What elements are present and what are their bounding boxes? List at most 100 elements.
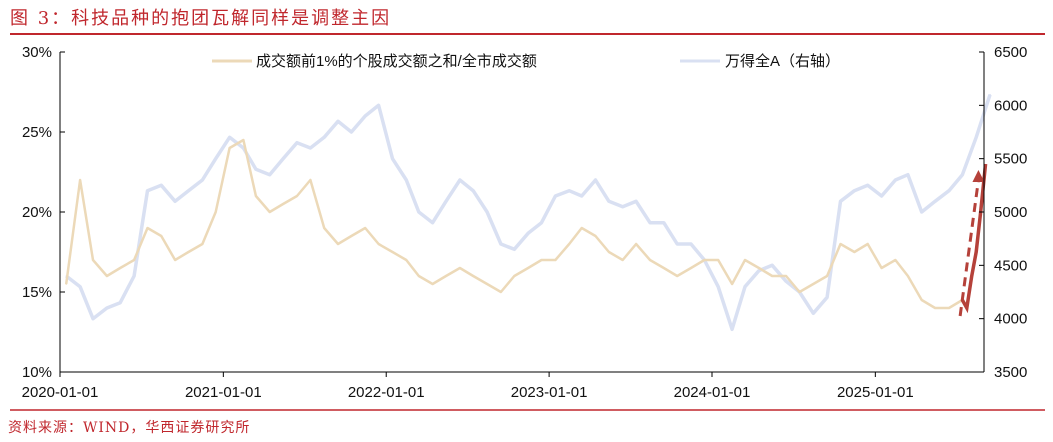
pct-line-point: [608, 251, 610, 253]
highlight-line: [960, 163, 988, 314]
x-tick-label: 2024-01-01: [674, 384, 751, 401]
pct-line-point: [79, 179, 81, 181]
index-line-point: [472, 189, 475, 192]
index-line-point: [282, 157, 284, 160]
index-line-point: [214, 157, 217, 160]
annotation-arrow-dashed: [958, 179, 980, 317]
pct-line-point: [472, 275, 475, 277]
index-line-point: [580, 195, 583, 197]
index-line-point: [296, 141, 298, 144]
y-left-tick-label: 10%: [22, 364, 52, 381]
pct-line-point: [527, 267, 529, 269]
index-line-point: [676, 243, 678, 245]
pct-line-point: [934, 307, 936, 309]
pct-line-point: [391, 251, 394, 253]
y-right-tick-label: 4500: [994, 257, 1027, 274]
index-line-point: [785, 280, 787, 283]
index-line-point: [948, 189, 950, 192]
pct-line-point: [568, 243, 570, 245]
y-left-tick-label: 20%: [22, 204, 52, 221]
index-line-point: [527, 232, 529, 235]
pct-line-point: [948, 307, 950, 309]
index-line-point: [554, 195, 557, 197]
pct-line-point: [350, 235, 353, 237]
index-line-point: [907, 173, 909, 176]
index-line-point: [608, 200, 610, 203]
index-line-point: [771, 264, 774, 267]
pct-line-point: [418, 275, 420, 277]
pct-line-point: [268, 211, 271, 213]
pct-line-point: [119, 267, 122, 269]
index-line-point: [268, 173, 271, 176]
index-line-point: [649, 221, 651, 224]
index-line-point: [920, 211, 923, 213]
y-left-tick-label: 30%: [22, 44, 52, 61]
index-line-point: [377, 104, 380, 107]
index-line-point: [391, 157, 394, 160]
pct-line-point: [214, 211, 217, 213]
y-right-tick-label: 3500: [994, 364, 1027, 381]
pct-line-point: [826, 275, 828, 277]
index-line-point: [513, 248, 516, 251]
index-line-point: [79, 285, 81, 288]
index-line-point: [133, 275, 135, 277]
index-line-point: [350, 131, 353, 133]
legend-label-pct: 成交额前1%的个股成交额之和/全市成交额: [256, 52, 537, 70]
pct-line-point: [866, 243, 869, 245]
index-line-point: [989, 93, 991, 96]
pct-line-point: [554, 259, 557, 261]
pct-line-point: [255, 195, 257, 197]
index-line-point: [812, 312, 815, 315]
pct-line-point: [174, 259, 176, 261]
index-line-point: [663, 221, 665, 224]
index-line-point: [961, 173, 964, 176]
y-right-tick-label: 6500: [994, 44, 1027, 61]
pct-line-point: [663, 267, 665, 269]
pct-line-point: [853, 251, 856, 253]
index-line-point: [839, 200, 842, 203]
y-right-tick-label: 5000: [994, 204, 1027, 221]
y-left-tick-label: 25%: [22, 124, 52, 141]
index-line-point: [337, 120, 339, 123]
pct-line-point: [323, 227, 325, 229]
y-right-tick-label: 4000: [994, 311, 1027, 328]
pct-line-point: [676, 275, 678, 277]
pct-line-point: [621, 259, 624, 261]
x-tick-label: 2022-01-01: [348, 384, 425, 401]
pct-line-point: [146, 227, 149, 229]
x-tick-label: 2020-01-01: [22, 384, 99, 401]
pct-line-point: [431, 283, 434, 285]
index-line-point: [866, 184, 869, 187]
pct-line-point: [812, 283, 815, 285]
index-line-point: [934, 200, 936, 203]
index-line-point: [309, 147, 312, 149]
pct-line-point: [594, 235, 597, 237]
pct-line-point: [580, 227, 583, 229]
x-tick-label: 2025-01-01: [837, 384, 914, 401]
pct-line-point: [649, 259, 651, 261]
y-left-tick-label: 15%: [22, 284, 52, 301]
pct-line-point: [920, 299, 923, 301]
index-line-point: [445, 200, 447, 203]
legend-label-index: 万得全A（右轴）: [725, 52, 840, 70]
index-line-point: [405, 179, 408, 181]
index-line-point: [500, 243, 502, 245]
pct-line-point: [296, 195, 298, 197]
index-line-point: [731, 328, 733, 331]
index-line-point: [540, 221, 543, 224]
pct-line-point: [445, 275, 447, 277]
pct-line-point: [717, 259, 720, 261]
pct-line-point: [228, 147, 231, 149]
pct-line-point: [744, 259, 746, 261]
index-line-point: [826, 296, 828, 299]
index-line-point: [431, 221, 434, 224]
pct-line-point: [160, 235, 163, 237]
figure-title: 图 3：科技品种的抱团瓦解同样是调整主因: [10, 8, 392, 29]
pct-line-point: [894, 259, 897, 261]
pct-line-point: [758, 267, 760, 269]
pct-line-point: [282, 203, 284, 205]
index-line-point: [92, 317, 94, 320]
index-line-point: [880, 195, 883, 197]
